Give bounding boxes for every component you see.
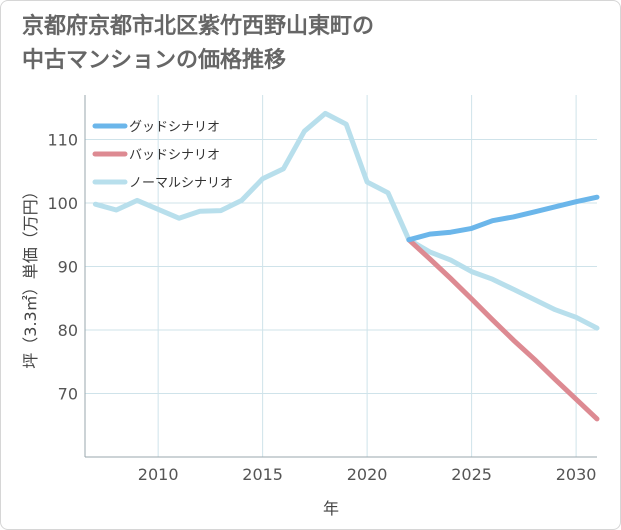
series-line-2 <box>92 110 600 331</box>
x-tick-label: 2020 <box>347 465 388 484</box>
x-tick-label: 2015 <box>242 465 283 484</box>
series-line-0 <box>406 194 600 243</box>
y-tick-label: 90 <box>58 257 78 276</box>
series-line-1 <box>406 237 600 422</box>
y-tick-label: 80 <box>58 321 78 340</box>
x-tick-label: 2010 <box>138 465 179 484</box>
chart-title: 京都府京都市北区紫竹西野山東町の 中古マンションの価格推移 <box>22 10 602 78</box>
legend-label: バッドシナリオ <box>129 148 220 163</box>
chart-title-line1: 京都府京都市北区紫竹西野山東町の <box>22 14 375 39</box>
y-tick-label: 100 <box>47 194 78 213</box>
y-tick-label: 110 <box>47 130 78 149</box>
x-tick-label: 2030 <box>556 465 597 484</box>
y-tick-label: 70 <box>58 384 78 403</box>
legend-label: ノーマルシナリオ <box>129 176 233 191</box>
chart-title-line2: 中古マンションの価格推移 <box>22 48 287 73</box>
y-axis-label: 坪（3.3㎡）単価（万円） <box>21 183 40 368</box>
x-axis-label: 年 <box>323 499 339 518</box>
x-tick-label: 2025 <box>451 465 492 484</box>
legend-label: グッドシナリオ <box>129 120 220 135</box>
